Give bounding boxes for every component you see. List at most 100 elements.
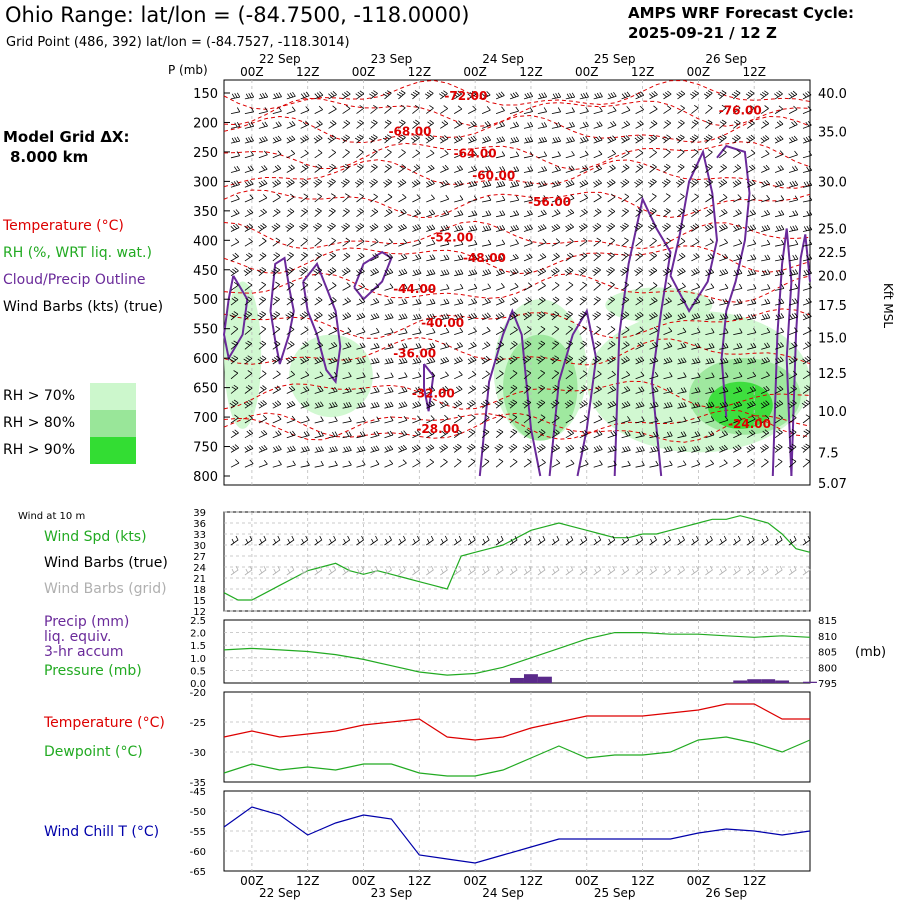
wind-barb [230,296,239,306]
surface-wind-barb [691,535,699,546]
wind-barb [342,208,350,218]
wind-barb [550,267,560,277]
wind-barb [607,326,616,335]
surface-wind-barb [356,535,365,546]
height-tick-label: 22.5 [818,246,847,261]
wind-barb [565,414,574,424]
wind-barb [635,193,643,203]
windchill-tick-label: -60 [190,847,206,858]
wind-barb [607,385,617,394]
wind-barb [370,268,379,277]
wind-barb [426,164,435,173]
wind-barb [649,386,659,394]
wind-barb [789,283,799,291]
wind-barb [592,355,602,365]
wind-barb [774,458,783,468]
wind-barb [579,325,587,335]
wind-barb [522,399,532,409]
wind-barb [621,460,631,468]
wind-barb [467,458,476,468]
wind-barb [412,239,422,247]
wind-barb [691,372,701,380]
wind-barb [761,415,770,424]
wind-barb [663,357,673,365]
wind-barb [370,387,380,394]
wind-barb [384,283,394,291]
wind-barb [272,179,281,188]
wind-barb [314,193,322,203]
wind-barb [412,164,421,173]
wind-barb [244,208,254,218]
wind-barb [607,370,616,380]
wind-barb [328,193,336,203]
wind-barb [564,267,574,277]
wind-barb [788,414,797,424]
wind-barb [774,120,784,129]
temperature-contour-label: -44.00 [393,282,436,296]
wind-barb [733,239,743,247]
wind-barb [649,282,658,291]
wind-barb [426,415,435,424]
wind-barb [620,311,630,321]
pressure-ticks: 150 200 250 300 350 400 450 500 550 600 650 700 750 8… [193,87,230,485]
wind-barb [607,340,616,350]
windchill-tick-label: -55 [190,827,206,838]
surface-wind-barb [453,565,462,576]
wind-barb [675,178,685,188]
wind-barb [537,414,546,424]
wind-barb [523,414,532,424]
wind-barb [788,90,798,100]
wind-barb [272,460,282,468]
cross-section-panel: -72.00 -76.00 -68.00 -64.00 -60.00 -56.00 -52.… [193,79,895,492]
wind-barb [258,340,267,350]
wind-barb [481,106,491,114]
wind-barb [258,150,268,159]
wind-barb [705,416,715,424]
wind-barb [733,164,742,173]
wind-barb [300,341,309,350]
surface-wind-barb [705,535,713,546]
temperature-contour-label: -60.00 [472,168,515,182]
wind-barb [551,459,561,468]
wind-barb [327,134,337,144]
wind-barb [677,297,687,306]
wind-barb [300,252,308,262]
wind-barb [412,254,422,262]
wind-barb [621,237,629,247]
wind-barb [607,400,617,409]
temperature-panel: -20 -25 -30 -35 [190,688,811,789]
cloud-outline-path [423,363,435,412]
wind-barb [481,91,491,100]
wind-barb [412,372,422,380]
wind-barb [229,311,239,321]
wind-barb [635,208,643,218]
top-time-label: 00Z [352,65,376,79]
wind-barb [621,296,630,306]
wind-barb [593,460,603,468]
wind-barb [746,458,755,468]
wind-barb [328,91,337,100]
surface-wind-barb [412,535,420,546]
wind-barb [468,210,478,218]
wind-barb [258,415,268,424]
wind-barb [412,268,422,277]
wind-barb [356,282,365,291]
wind-barb [802,297,812,306]
wind-barb [733,386,743,394]
wind-barb [550,355,560,365]
wind-barb [593,193,602,203]
wind-barb [257,355,267,365]
wind-barb [286,106,296,114]
wind-barb [705,104,713,114]
wind-tick-label: 33 [193,530,206,541]
surface-wind-barb [481,565,490,576]
wind-barb [747,386,757,394]
surface-wind-barb [426,565,434,576]
wind-barb [607,149,616,159]
wind-barb [370,163,378,173]
wind-barb [370,149,378,159]
wind-barb [733,268,743,277]
wind-tick-label: 24 [193,563,206,574]
wind-barb [481,283,492,291]
